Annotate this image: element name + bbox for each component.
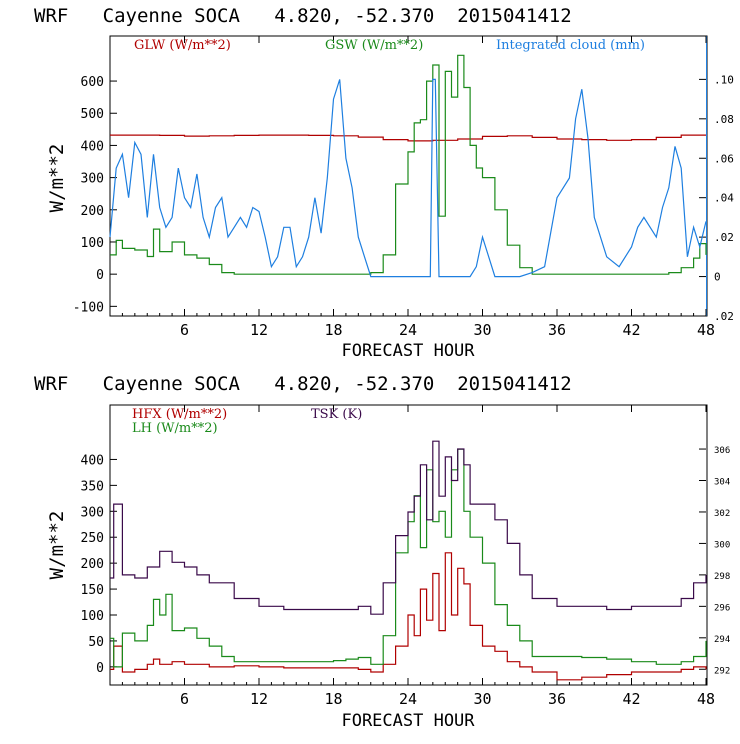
chart-1-xtick-label: 6 [180,321,189,339]
chart-1-series [109,54,707,278]
chart-1-series-1-line [110,134,706,142]
legend-lh: LH (W/m**2) [132,421,218,436]
chart-2-series-2-line [110,448,707,668]
chart-2-ytick-left-label: 300 [81,505,104,520]
chart-1-series-3-line [109,78,707,278]
chart-2-ytick-right-label: 298 [714,572,730,582]
legend-hfx: HFX (W/m**2) [132,407,227,422]
legend-gsw: GSW (W/m**2) [325,38,423,53]
panel-radiation: WRF Cayenne SOCA 4.820, -52.370 20150414… [34,5,734,361]
chart-2-xtick-label: 30 [473,690,491,708]
chart-2-ytick-left-label: 350 [81,479,104,494]
chart-2-ytick-right-label: 300 [714,540,730,550]
chart-2-x-ticks: 6 12 18 24 30 36 42 48 [121,405,715,708]
chart-1-xlabel: FORECAST HOUR [341,341,475,361]
chart-2-xtick-label: 48 [697,690,715,708]
chart-1-ytick-left-label: -100 [73,300,104,315]
chart-1-ytick-left-label: 200 [81,204,104,219]
chart-1-ytick-left-label: 600 [81,75,104,90]
chart-2-xtick-label: 24 [399,690,417,708]
chart-2-xtick-label: 36 [548,690,566,708]
chart-1-x-ticks: 6 12 18 24 30 36 42 48 [121,36,715,339]
chart-1-ytick-right-label: .02 [714,310,734,323]
chart-1-ytick-left-label: 100 [81,236,104,251]
chart-1-xtick-label: 30 [473,321,491,339]
chart-1-ytick-left-label: 0 [96,268,104,283]
chart-2-ytick-left-label: 100 [81,609,104,624]
chart-2-series-3-line [110,440,707,615]
chart-2-ytick-left-label: 50 [88,635,104,650]
chart-1-ytick-right-label: .02 [714,231,734,244]
chart-2-ytick-right-label: 296 [714,603,730,613]
legend-glw: GLW (W/m**2) [134,38,231,53]
chart-2-ytick-left-label: 150 [81,583,104,598]
chart-1-ytick-right-label: 0 [714,271,721,284]
chart-1-xtick-label: 36 [548,321,566,339]
chart-1-xtick-label: 18 [324,321,342,339]
chart-1-xtick-label: 24 [399,321,417,339]
chart-2-xtick-label: 18 [324,690,342,708]
chart-2-series-1-line [110,552,707,681]
chart-1-ytick-right-label: .04 [714,192,734,205]
chart-1-right-ticks: .02 0 .02 .04 .06 .08 .10 [699,73,734,323]
chart-2-ytick-right-label: 306 [714,446,730,456]
chart-1-xtick-label: 12 [250,321,268,339]
chart-2-left-ticks: 0 50 100 150 200 250 300 350 400 [81,453,117,676]
chart-1-ytick-left-label: 300 [81,172,104,187]
chart-2-ytick-left-label: 200 [81,557,104,572]
legend-tsk: TSK (K) [311,407,362,422]
chart-2-ytick-left-label: 250 [81,531,104,546]
chart-2-ytick-left-label: 0 [96,661,104,676]
chart-1-ytick-left-label: 500 [81,107,104,122]
chart-2-ytick-left-label: 400 [81,453,104,468]
chart-2-xtick-label: 6 [180,690,189,708]
chart-1-ytick-right-label: .08 [714,113,734,126]
chart-1-xtick-label: 48 [697,321,715,339]
chart-1-series-2-line [110,54,707,275]
chart-2-ytick-right-label: 294 [714,635,730,645]
chart-1-right-axis-line [706,36,707,316]
chart-1-ytick-right-label: .10 [714,73,734,86]
chart-2-title: WRF Cayenne SOCA 4.820, -52.370 20150414… [34,373,572,395]
chart-2-series [110,440,707,681]
chart-2-xtick-label: 12 [250,690,268,708]
chart-2-xtick-label: 42 [622,690,640,708]
chart-2-ytick-right-label: 292 [714,666,730,676]
chart-1-ytick-right-label: .06 [714,152,734,165]
chart-2-xlabel: FORECAST HOUR [341,711,475,731]
panel-fluxes: WRF Cayenne SOCA 4.820, -52.370 20150414… [34,373,730,731]
chart-1-xtick-label: 42 [622,321,640,339]
chart-2-ylabel: W/m**2 [46,511,68,580]
chart-1-title: WRF Cayenne SOCA 4.820, -52.370 20150414… [34,5,572,27]
chart-1-left-ticks: -100 0 100 200 300 400 500 600 [73,75,117,315]
chart-2-ytick-right-label: 302 [714,509,730,519]
chart-2-right-ticks: 292 294 296 298 300 302 304 306 [699,446,730,676]
chart-2-ytick-right-label: 304 [714,478,730,488]
chart-1-ylabel: W/m**2 [46,144,68,213]
chart-1-ytick-left-label: 400 [81,139,104,154]
legend-integrated-cloud: Integrated cloud (mm) [496,38,645,53]
